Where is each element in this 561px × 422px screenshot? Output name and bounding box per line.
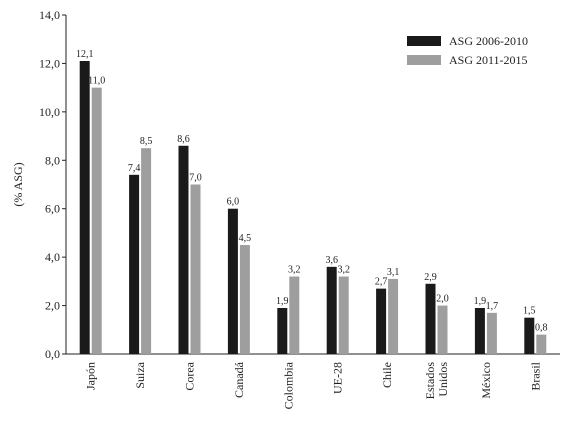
data-label: 1,9	[276, 296, 289, 307]
category-label: Canadá	[232, 361, 246, 398]
bar-2	[190, 184, 201, 354]
legend-label-2: ASG 2011-2015	[449, 53, 528, 67]
data-label: 7,4	[128, 163, 141, 174]
bar-1	[425, 283, 436, 354]
bar-1	[178, 145, 189, 354]
bar-2	[239, 245, 250, 354]
y-tick-label: 0,0	[45, 347, 60, 361]
data-label: 1,9	[474, 296, 487, 307]
data-label: 8,6	[177, 134, 190, 145]
data-label: 2,7	[375, 277, 388, 288]
category-label: México	[479, 362, 493, 399]
bar-2	[536, 334, 547, 354]
bar-2	[141, 148, 152, 354]
bar-1	[474, 307, 485, 354]
bar-2	[437, 305, 448, 354]
category-label: Colombia	[281, 361, 295, 409]
category-label: Chile	[380, 362, 394, 388]
bar-2	[91, 87, 102, 355]
data-label: 6,0	[227, 197, 240, 208]
bar-1	[129, 174, 140, 354]
data-label: 3,2	[337, 265, 350, 276]
bar-2	[388, 278, 399, 354]
bar-1	[79, 61, 90, 354]
data-label: 8,5	[140, 136, 153, 147]
y-tick-label: 12,0	[39, 56, 60, 70]
y-tick-label: 6,0	[45, 202, 60, 216]
data-label: 7,0	[189, 173, 202, 184]
category-label: Estados	[423, 362, 437, 400]
bar-1	[376, 288, 387, 354]
y-tick-label: 2,0	[45, 299, 60, 313]
bar-1	[227, 208, 238, 354]
y-tick-label: 10,0	[39, 105, 60, 119]
data-label: 3,6	[325, 255, 338, 266]
data-label: 3,2	[288, 265, 301, 276]
data-label: 3,1	[387, 267, 400, 278]
bar-2	[338, 276, 349, 354]
legend-swatch-2	[407, 55, 441, 65]
legend-swatch-1	[407, 36, 441, 46]
data-label: 1,7	[486, 301, 499, 312]
category-label: Unidos	[436, 362, 450, 397]
data-label: 2,9	[424, 272, 437, 283]
data-label: 12,1	[76, 49, 94, 60]
bar-1	[277, 307, 288, 354]
category-label: UE-28	[331, 362, 345, 394]
data-label: 2,0	[436, 294, 449, 305]
category-label: Brasil	[528, 361, 542, 390]
bar-2	[486, 312, 497, 354]
data-label: 4,5	[239, 233, 252, 244]
y-tick-label: 8,0	[45, 153, 60, 167]
bar-2	[289, 276, 300, 354]
bar-1	[524, 317, 535, 354]
y-tick-label: 14,0	[39, 8, 60, 22]
data-label: 1,5	[523, 306, 536, 317]
bar-1	[326, 266, 337, 354]
category-label: Suiza	[133, 361, 147, 388]
y-tick-label: 4,0	[45, 250, 60, 264]
y-axis-title: (% ASG)	[11, 162, 25, 206]
legend-label-1: ASG 2006-2010	[449, 34, 528, 48]
category-label: Corea	[183, 361, 197, 390]
data-label: 0,8	[535, 323, 548, 334]
category-label: Japón	[84, 362, 98, 390]
data-label: 11,0	[88, 76, 105, 87]
